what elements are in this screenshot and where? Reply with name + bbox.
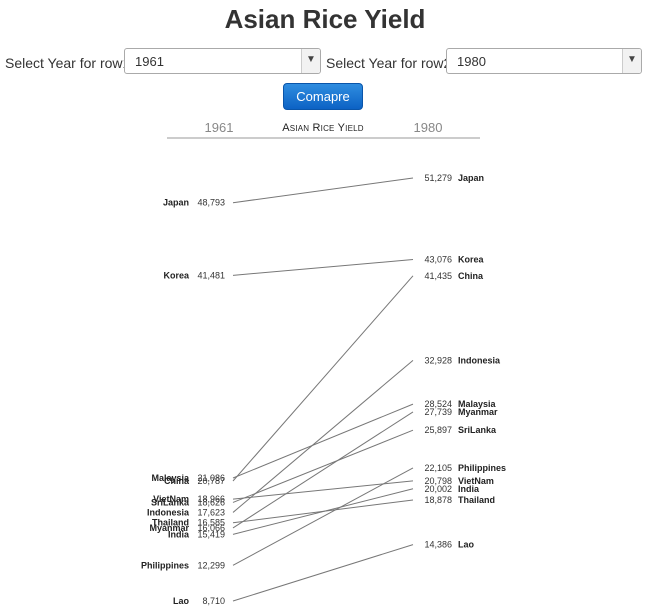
right-value-india: 20,002 [424, 484, 452, 494]
left-value-korea: 41,481 [197, 270, 225, 280]
slope-line-thailand [232, 499, 414, 524]
right-label-thailand: Thailand [458, 495, 495, 505]
slope-line-myanmar [232, 411, 414, 529]
left-label-korea: Korea [163, 270, 190, 280]
left-year-header: 1961 [205, 120, 234, 135]
right-label-malaysia: Malaysia [458, 399, 497, 409]
right-label-lao: Lao [458, 540, 475, 550]
slope-line-china [232, 275, 414, 482]
slope-line-indonesia [232, 359, 414, 513]
left-label-indonesia: Indonesia [147, 507, 190, 517]
page-title: Asian Rice Yield [224, 4, 426, 34]
slope-line-lao [232, 544, 414, 602]
chevron-down-icon: ▼ [306, 54, 316, 65]
left-value-srilanka: 18,626 [197, 497, 225, 507]
right-value-china: 41,435 [424, 271, 452, 281]
slope-line-philippines [232, 467, 414, 566]
row2-dropdown-arrow[interactable]: ▼ [622, 49, 641, 73]
right-value-srilanka: 25,897 [424, 425, 452, 435]
left-label-thailand: Thailand [152, 518, 189, 528]
right-label-japan: Japan [458, 173, 484, 183]
slope-line-malaysia [232, 403, 414, 479]
left-value-china: 20,787 [197, 476, 225, 486]
left-label-vietnam: VietNam [153, 494, 189, 504]
right-label-srilanka: SriLanka [458, 425, 497, 435]
right-value-philippines: 22,105 [424, 463, 452, 473]
right-value-lao: 14,386 [424, 540, 452, 550]
row1-label: Select Year for row1 [5, 55, 131, 71]
left-label-myanmar: Myanmar [149, 523, 189, 533]
right-label-china: China [458, 271, 484, 281]
year-controls: Select Year for row1 1961 ▼ Select Year … [5, 48, 645, 76]
row2-year-value: 1980 [457, 54, 486, 69]
right-value-indonesia: 32,928 [424, 355, 452, 365]
row2-label: Select Year for row2 [326, 55, 452, 71]
slope-line-korea [232, 259, 414, 276]
right-label-vietnam: VietNam [458, 476, 494, 486]
right-value-thailand: 18,878 [424, 495, 452, 505]
compare-button[interactable]: Comapre [283, 83, 363, 110]
right-value-malaysia: 28,524 [424, 399, 452, 409]
left-value-thailand: 16,585 [197, 518, 225, 528]
row2-year-select[interactable]: 1980 ▼ [446, 48, 642, 74]
left-value-india: 15,419 [197, 529, 225, 539]
left-value-myanmar: 16,066 [197, 523, 225, 533]
slope-line-srilanka [232, 429, 414, 503]
right-label-india: India [458, 484, 480, 494]
right-value-korea: 43,076 [424, 255, 452, 265]
chevron-down-icon: ▼ [627, 54, 637, 65]
row1-dropdown-arrow[interactable]: ▼ [301, 49, 320, 73]
right-value-japan: 51,279 [424, 173, 452, 183]
left-label-philippines: Philippines [141, 560, 189, 570]
left-value-indonesia: 17,623 [197, 507, 225, 517]
right-value-myanmar: 27,739 [424, 407, 452, 417]
row1-year-value: 1961 [135, 54, 164, 69]
right-label-korea: Korea [458, 255, 485, 265]
left-value-vietnam: 18,966 [197, 494, 225, 504]
right-year-header: 1980 [414, 120, 443, 135]
left-value-lao: 8,710 [202, 596, 225, 606]
left-label-china: China [164, 476, 190, 486]
row1-year-select[interactable]: 1961 ▼ [124, 48, 321, 74]
left-label-lao: Lao [173, 596, 190, 606]
slope-lines [232, 177, 414, 602]
left-label-india: India [168, 529, 190, 539]
left-value-philippines: 12,299 [197, 560, 225, 570]
left-value-japan: 48,793 [197, 198, 225, 208]
left-label-malaysia: Malaysia [151, 473, 190, 483]
left-value-malaysia: 21,086 [197, 473, 225, 483]
slope-labels: Japan 48,793 Korea 41,481 Malaysia 21,086 Chin… [141, 173, 506, 606]
left-label-srilanka: SriLanka [151, 497, 190, 507]
chart-title: Asian Rice Yield [282, 122, 364, 134]
left-label-japan: Japan [163, 198, 189, 208]
right-value-vietnam: 20,798 [424, 476, 452, 486]
right-label-myanmar: Myanmar [458, 407, 498, 417]
right-label-philippines: Philippines [458, 463, 506, 473]
right-label-indonesia: Indonesia [458, 355, 501, 365]
slope-line-vietnam [232, 480, 414, 500]
slope-line-japan [232, 177, 414, 204]
